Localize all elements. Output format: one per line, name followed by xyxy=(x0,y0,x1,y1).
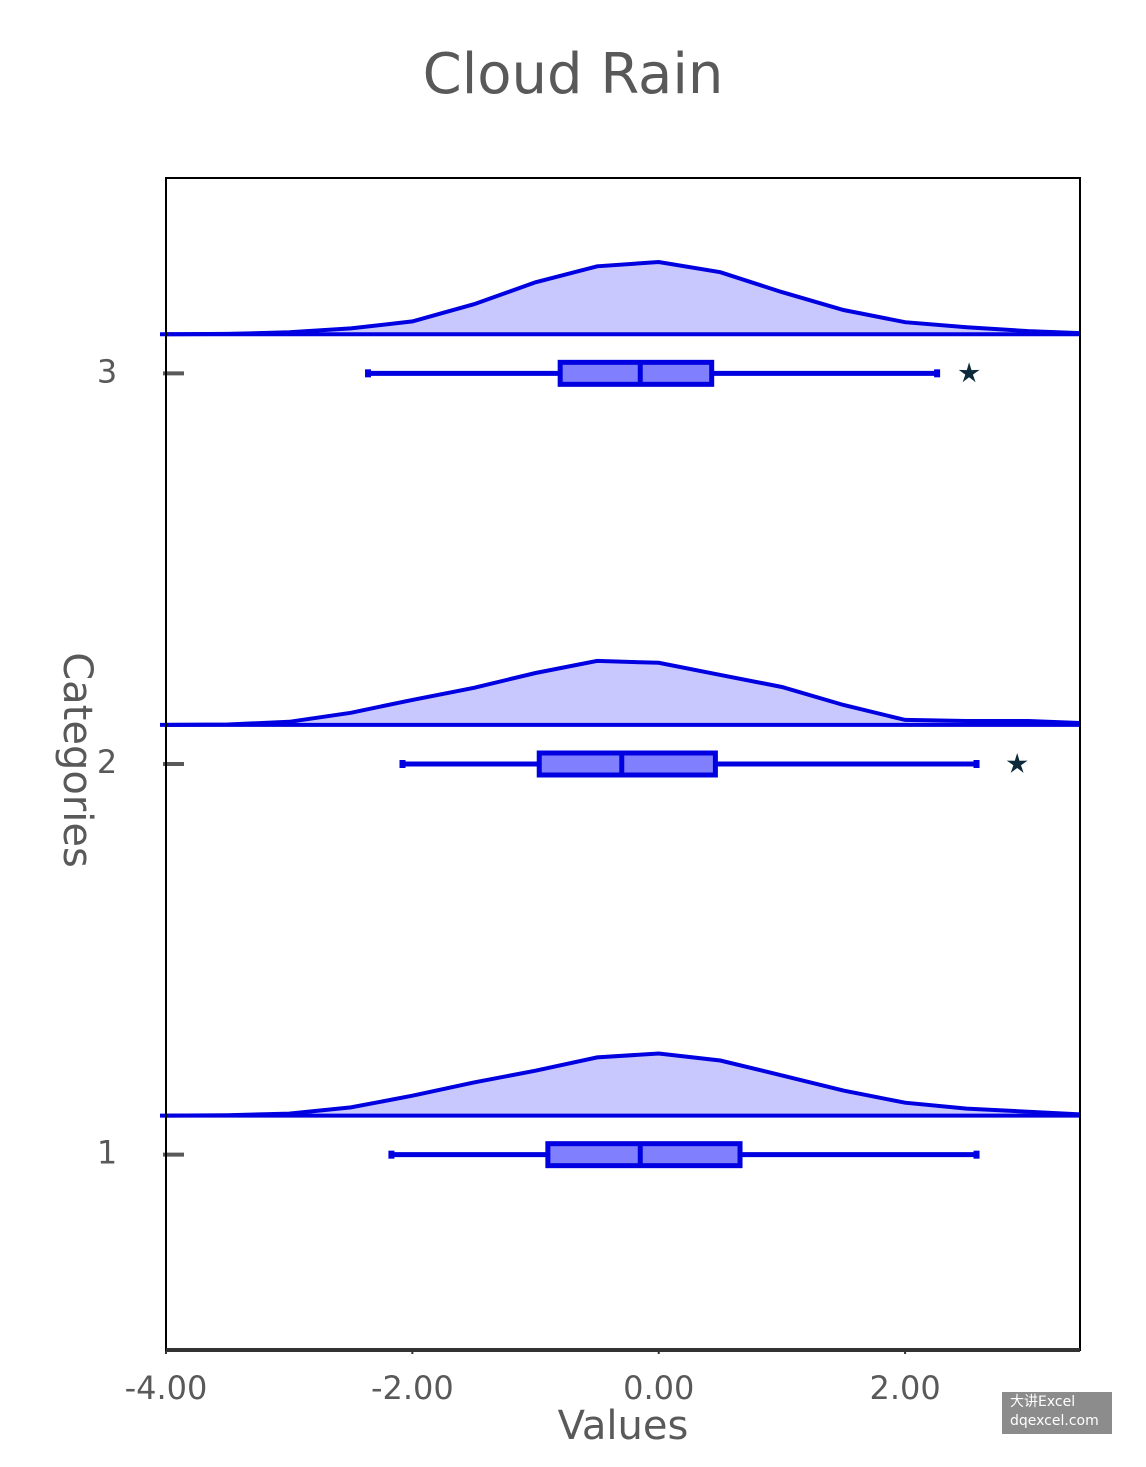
density-area xyxy=(166,262,1080,335)
y-axis-label: Categories xyxy=(54,652,100,868)
density-curve xyxy=(165,259,1081,337)
x-tick-label: -2.00 xyxy=(371,1369,454,1407)
x-tick-label: 2.00 xyxy=(869,1369,940,1407)
y-tick-label: 2 xyxy=(97,743,117,781)
x-tick-label: 0.00 xyxy=(623,1369,694,1407)
whisker-cap xyxy=(934,369,941,378)
x-tick-label: -4.00 xyxy=(125,1369,208,1407)
watermark-text: 大讲Excel xyxy=(1010,1394,1075,1410)
whisker-cap xyxy=(973,1150,980,1159)
whisker-cap xyxy=(365,369,372,378)
density-curve xyxy=(165,658,1081,727)
outlier xyxy=(958,362,980,383)
box xyxy=(545,1141,743,1169)
watermark-text: dqexcel.com xyxy=(1010,1413,1099,1429)
whisker-cap xyxy=(399,760,406,768)
box xyxy=(536,750,718,778)
whisker-cap xyxy=(973,760,980,768)
x-axis-label: Values xyxy=(558,1403,689,1449)
density-curve xyxy=(165,1051,1081,1118)
chart-title: Cloud Rain xyxy=(423,42,724,107)
y-tick-label: 1 xyxy=(97,1134,117,1172)
watermark-box xyxy=(1002,1392,1112,1434)
whisker-cap xyxy=(388,1150,395,1159)
outlier xyxy=(1006,753,1028,773)
box xyxy=(557,359,715,387)
y-tick-label: 3 xyxy=(97,352,117,390)
density-area xyxy=(166,660,1080,725)
